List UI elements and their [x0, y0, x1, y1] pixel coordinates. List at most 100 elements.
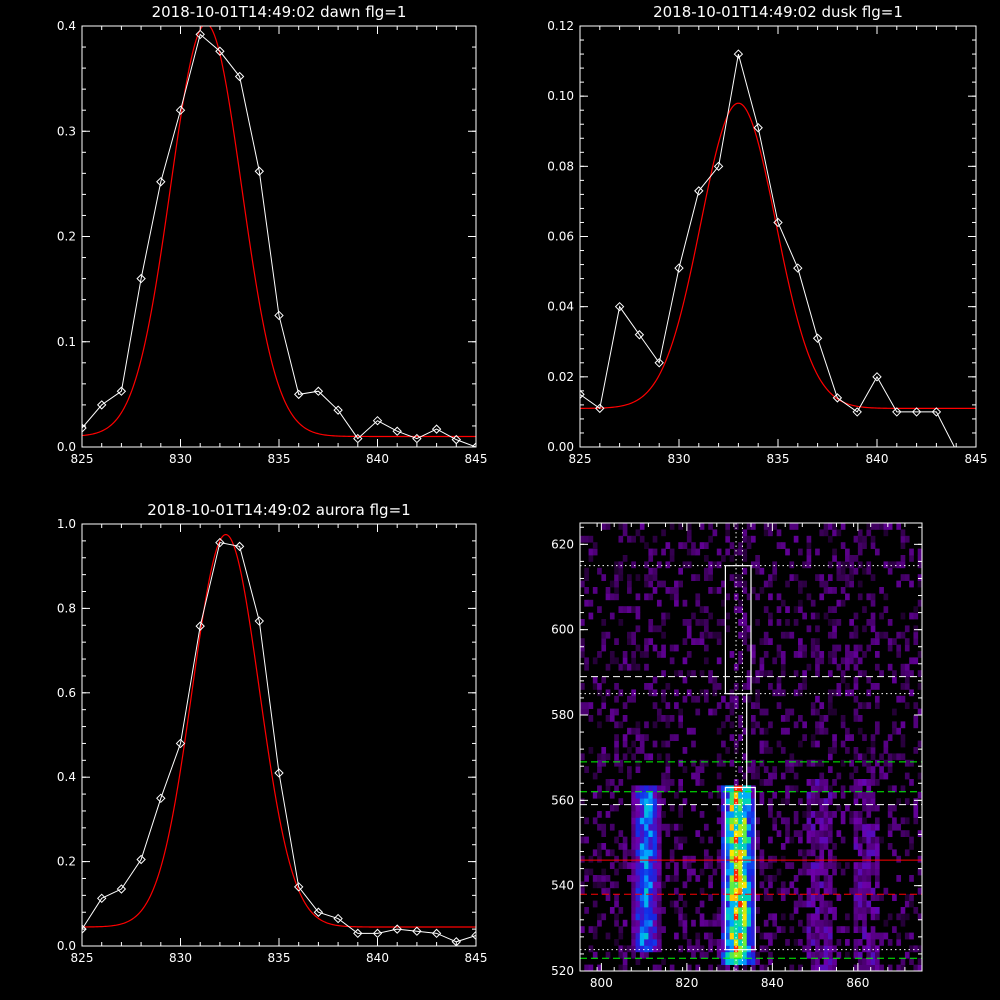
image-pixel: [721, 817, 726, 825]
image-pixel: [840, 542, 846, 549]
image-pixel: [635, 945, 641, 953]
image-pixel: [712, 913, 718, 921]
image-pixel: [725, 702, 731, 709]
image-pixel: [802, 676, 807, 684]
image-pixel: [678, 907, 683, 914]
image-pixel: [780, 631, 786, 639]
image-pixel: [729, 791, 735, 799]
image-pixel: [746, 855, 752, 863]
image-pixel: [601, 631, 607, 639]
image-pixel: [639, 785, 645, 793]
image-pixel: [870, 951, 876, 959]
image-pixel: [815, 913, 820, 921]
image-pixel: [652, 676, 658, 684]
plot-frame: [579, 522, 923, 972]
image-pixel: [751, 798, 756, 805]
image-pixel: [618, 535, 624, 543]
image-pixel: [652, 817, 658, 825]
image-pixel: [678, 785, 683, 793]
image-pixel: [810, 759, 816, 767]
image-pixel: [763, 887, 769, 895]
image-pixel: [832, 862, 837, 869]
image-pixel: [605, 932, 611, 940]
image-pixel: [742, 945, 748, 953]
image-pixel: [597, 849, 602, 857]
image-pixel: [862, 759, 867, 767]
image-pixel: [661, 958, 666, 965]
image-pixel: [780, 670, 786, 677]
image-pixel: [798, 683, 803, 690]
image-pixel: [751, 836, 756, 844]
image-pixel: [674, 900, 679, 908]
image-pixel: [605, 593, 611, 601]
image-pixel: [780, 881, 786, 889]
image-pixel: [849, 561, 854, 569]
image-pixel: [682, 561, 688, 569]
image-pixel: [635, 958, 641, 965]
x-tick-label: 820: [675, 976, 698, 990]
image-pixel: [879, 612, 884, 620]
data-point: [372, 415, 383, 426]
image-pixel: [669, 715, 675, 722]
image-pixel: [639, 791, 645, 799]
image-pixel: [836, 951, 842, 959]
data-point: [333, 913, 343, 924]
image-pixel: [815, 855, 820, 863]
image-pixel: [738, 855, 743, 863]
image-pixel: [686, 561, 692, 569]
image-pixel: [721, 945, 726, 953]
image-pixel: [631, 843, 636, 850]
image-pixel: [699, 951, 705, 959]
image-pixel: [853, 567, 859, 575]
image-pixel: [802, 849, 807, 857]
image-pixel: [618, 574, 624, 581]
image-pixel: [639, 804, 645, 812]
image-pixel: [648, 843, 654, 850]
image-pixel: [674, 875, 679, 882]
image-pixel: [716, 939, 722, 946]
image-pixel: [866, 702, 872, 709]
image-pixel: [802, 670, 807, 677]
image-pixel: [815, 638, 820, 645]
image-pixel: [746, 523, 752, 530]
image-pixel: [725, 529, 731, 537]
image-pixel: [772, 875, 778, 882]
image-pixel: [806, 900, 812, 908]
data-point: [372, 928, 383, 939]
data-point: [634, 330, 645, 340]
image-pixel: [601, 747, 607, 754]
image-pixel: [631, 932, 636, 940]
image-pixel: [823, 875, 829, 882]
image-pixel: [832, 887, 837, 895]
image-pixel: [618, 567, 624, 575]
image-pixel: [887, 644, 893, 652]
image-pixel: [772, 919, 778, 927]
image-pixel: [639, 836, 645, 844]
image-pixel: [849, 651, 854, 658]
image-pixel: [853, 663, 859, 671]
image-pixel: [853, 753, 859, 761]
image-pixel: [904, 676, 910, 684]
image-pixel: [827, 862, 833, 869]
image-pixel: [883, 759, 889, 767]
image-pixel: [656, 625, 662, 633]
image-pixel: [614, 881, 619, 889]
image-pixel: [845, 913, 850, 921]
image-pixel: [716, 548, 722, 556]
image-pixel: [815, 708, 820, 716]
image-pixel: [580, 702, 585, 709]
dawn-panel: 825 830 835 840 8450.00.10.20.30.42018-10-01…: [57, 3, 488, 466]
image-pixel: [627, 631, 632, 639]
image-pixel: [592, 932, 598, 940]
image-pixel: [836, 926, 842, 933]
data-point: [694, 186, 704, 196]
image-pixel: [656, 580, 662, 588]
image-pixel: [674, 907, 679, 914]
data-point: [96, 893, 107, 904]
image-pixel: [614, 919, 619, 927]
image-pixel: [857, 843, 863, 850]
image-pixel: [815, 670, 820, 677]
image-pixel: [827, 945, 833, 953]
image-pixel: [652, 823, 658, 831]
image-pixel: [819, 817, 825, 825]
